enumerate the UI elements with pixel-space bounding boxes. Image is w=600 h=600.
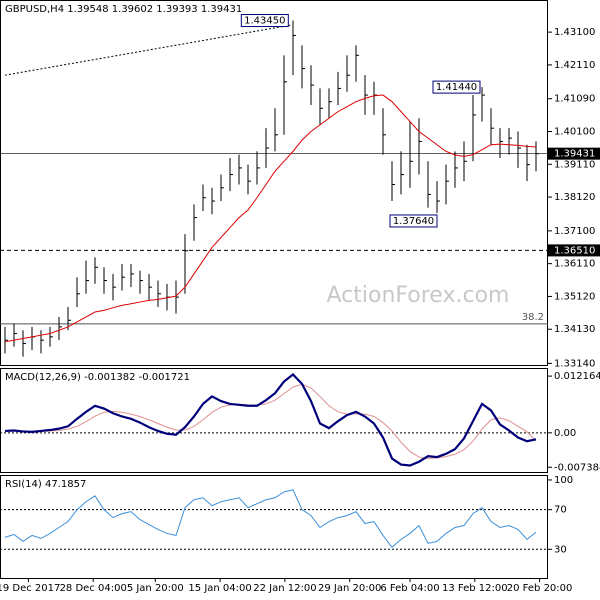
x-tick-label: 15 Jan 04:00 (188, 583, 251, 594)
level-label: 1.36510 (554, 245, 595, 256)
panel-title: MACD(12,26,9) -0.001382 -0.001721 (5, 372, 190, 383)
y-tick-label: -0.007384 (554, 462, 600, 473)
line (4, 94, 537, 343)
line (4, 383, 537, 459)
panel-title: RSI(14) 47.1857 (5, 479, 86, 490)
y-tick-label: 70 (554, 505, 567, 516)
panel-title: GBPUSD,H4 1.39548 1.39602 1.39393 1.3943… (5, 4, 242, 15)
watermark: ActionForex.com (327, 283, 510, 308)
line (4, 489, 537, 549)
level-label: 38.2 (522, 312, 544, 323)
x-tick-label: 5 Jan 20:00 (127, 583, 184, 594)
y-tick-label: 0.012164 (554, 371, 600, 382)
panel-frame (0, 368, 548, 473)
y-tick-label: 1.34130 (554, 324, 595, 335)
x-tick-label: 28 Dec 04:00 (60, 583, 127, 594)
y-tick-label: 100 (554, 475, 573, 486)
y-tick-label: 1.33140 (554, 358, 595, 369)
annotation-box (432, 80, 481, 94)
y-tick-label: 1.38120 (554, 192, 595, 203)
y-tick-label: 1.39110 (554, 159, 595, 170)
y-tick-label: 1.35120 (554, 291, 595, 302)
line (4, 373, 537, 467)
x-tick-label: 20 Feb 20:00 (507, 583, 573, 594)
x-tick-label: 19 Dec 2017 (0, 583, 60, 594)
y-tick-label: 1.36110 (554, 259, 595, 270)
level-box (548, 244, 600, 257)
y-tick-label: 1.43100 (554, 27, 595, 38)
annotation-box (240, 14, 289, 28)
y-tick-label: 1.40100 (554, 126, 595, 137)
x-tick-label: 13 Feb 12:00 (442, 583, 508, 594)
y-tick-label: 1.41090 (554, 94, 595, 105)
level-box (548, 147, 600, 160)
line (4, 24, 291, 76)
x-tick-label: 6 Feb 04:00 (380, 583, 439, 594)
x-tick-label: 29 Jan 20:00 (318, 583, 381, 594)
annotation-label: 1.43450 (244, 16, 285, 27)
level-label: 1.39431 (554, 149, 595, 160)
x-tick-label: 22 Jan 12:00 (253, 583, 316, 594)
y-tick-label: 0.00 (554, 428, 576, 439)
y-tick-label: 30 (554, 544, 567, 555)
annotation-box (389, 214, 438, 228)
y-tick-label: 1.37100 (554, 226, 595, 237)
annotation-label: 1.41440 (436, 82, 477, 93)
y-tick-label: 1.42110 (554, 60, 595, 71)
panel-frame (0, 475, 548, 579)
annotation-label: 1.37640 (393, 216, 434, 227)
panel-frame (0, 0, 548, 366)
